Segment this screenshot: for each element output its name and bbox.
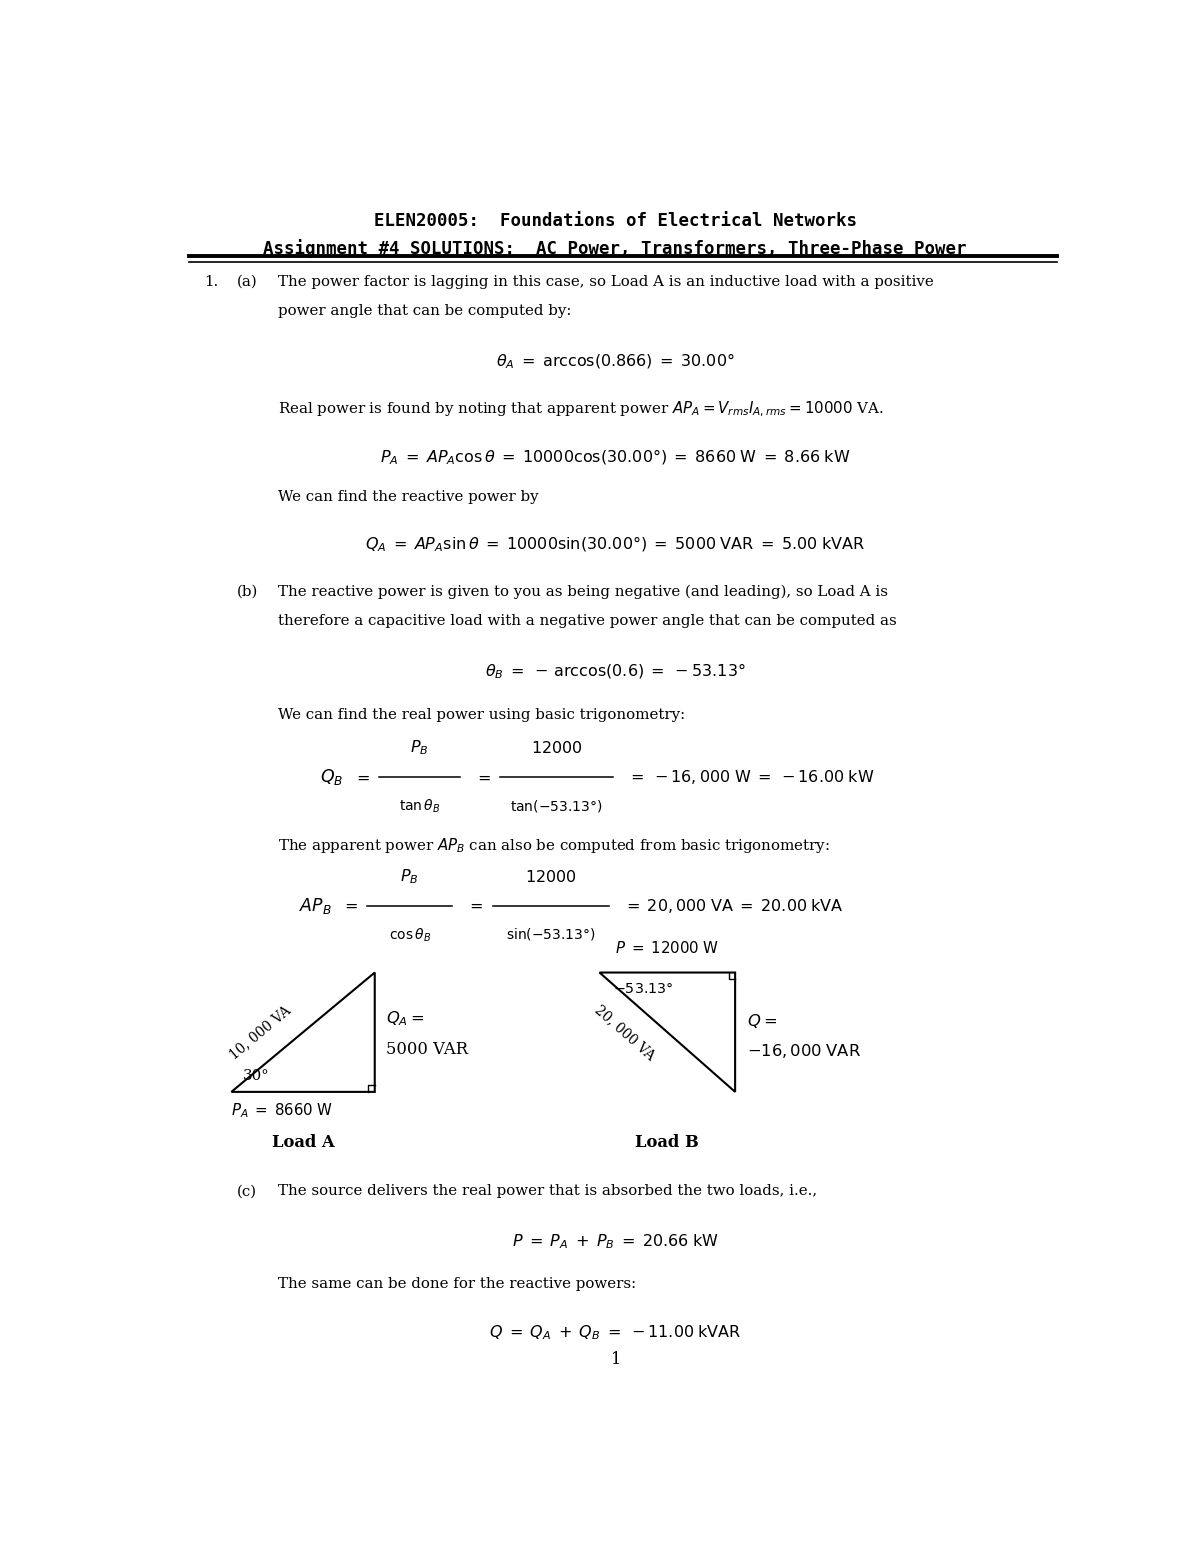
Text: $P_B$: $P_B$ (401, 867, 419, 885)
Text: $=$: $=$ (474, 769, 491, 786)
Text: We can find the real power using basic trigonometry:: We can find the real power using basic t… (278, 708, 685, 722)
Text: $=$: $=$ (353, 769, 370, 786)
Text: The source delivers the real power that is absorbed the two loads, i.e.,: The source delivers the real power that … (278, 1185, 817, 1199)
Text: The same can be done for the reactive powers:: The same can be done for the reactive po… (278, 1277, 636, 1291)
Text: $12000$: $12000$ (524, 868, 576, 885)
Text: $Q_A =$: $Q_A =$ (386, 1009, 425, 1028)
Text: power angle that can be computed by:: power angle that can be computed by: (278, 304, 571, 318)
Text: Real power is found by noting that apparent power $AP_A = V_{rms}I_{A,rms} = 100: Real power is found by noting that appar… (278, 399, 883, 419)
Text: $-53.13°$: $-53.13°$ (613, 981, 674, 995)
Text: $P\; =\; 12000\;\mathrm{W}$: $P\; =\; 12000\;\mathrm{W}$ (616, 940, 719, 955)
Text: $12000$: $12000$ (530, 739, 582, 756)
Text: The reactive power is given to you as being negative (and leading), so Load A is: The reactive power is given to you as be… (278, 584, 888, 599)
Text: 1: 1 (610, 1351, 620, 1368)
Text: therefore a capacitive load with a negative power angle that can be computed as: therefore a capacitive load with a negat… (278, 613, 896, 627)
Text: $P_B$: $P_B$ (410, 738, 428, 756)
Text: $=$: $=$ (466, 898, 484, 915)
Text: $\theta_A \;=\; \mathrm{arccos}(0.866) \;=\; 30.00°$: $\theta_A \;=\; \mathrm{arccos}(0.866) \… (496, 353, 734, 371)
Text: $P_A \;=\; AP_A \cos\theta \;=\; 10000\cos(30.00°) \;=\; 8660\;\mathrm{W} \;=\; : $P_A \;=\; AP_A \cos\theta \;=\; 10000\c… (379, 447, 851, 467)
Text: $\tan(-53.13°)$: $\tan(-53.13°)$ (510, 798, 602, 814)
Text: The apparent power $AP_B$ can also be computed from basic trigonometry:: The apparent power $AP_B$ can also be co… (278, 836, 829, 856)
Text: $\theta_B \;=\; -\,\mathrm{arccos}(0.6) \;=\; -53.13°$: $\theta_B \;=\; -\,\mathrm{arccos}(0.6) … (485, 662, 745, 680)
Text: 1.: 1. (204, 275, 218, 289)
Text: Load B: Load B (636, 1134, 700, 1151)
Text: $=\; 20,000\;\mathrm{VA} \;=\; 20.00\;\mathrm{kVA}$: $=\; 20,000\;\mathrm{VA} \;=\; 20.00\;\m… (623, 896, 844, 915)
Text: 20, 000 VA: 20, 000 VA (592, 1002, 658, 1062)
Text: Load A: Load A (271, 1134, 335, 1151)
Text: 30°: 30° (242, 1068, 270, 1082)
Text: 10, 000 VA: 10, 000 VA (227, 1003, 294, 1062)
Text: (b): (b) (236, 584, 258, 598)
Text: The power factor is lagging in this case, so Load A is an inductive load with a : The power factor is lagging in this case… (278, 275, 934, 289)
Text: $Q_B$: $Q_B$ (320, 767, 343, 787)
Text: $P \;=\; P_A \;+\; P_B \;=\; 20.66\;\mathrm{kW}$: $P \;=\; P_A \;+\; P_B \;=\; 20.66\;\mat… (511, 1232, 719, 1250)
Text: $Q \;=\; Q_A \;+\; Q_B \;=\; -11.00\;\mathrm{kVAR}$: $Q \;=\; Q_A \;+\; Q_B \;=\; -11.00\;\ma… (488, 1323, 742, 1342)
Text: (a): (a) (236, 275, 258, 289)
Text: 5000 VAR: 5000 VAR (386, 1041, 468, 1058)
Text: ELEN20005:  Foundations of Electrical Networks: ELEN20005: Foundations of Electrical Net… (373, 211, 857, 230)
Text: $-16,000\;\mathrm{VAR}$: $-16,000\;\mathrm{VAR}$ (746, 1042, 860, 1061)
Text: $AP_B$: $AP_B$ (299, 896, 332, 916)
Text: $P_A \;=\; 8660\;\mathrm{W}$: $P_A \;=\; 8660\;\mathrm{W}$ (232, 1101, 334, 1120)
Text: We can find the reactive power by: We can find the reactive power by (278, 489, 539, 503)
Text: $\sin(-53.13°)$: $\sin(-53.13°)$ (505, 926, 595, 943)
Text: $Q =$: $Q =$ (746, 1011, 776, 1030)
Text: $=\; -16,000\;\mathrm{W} \;=\; -16.00\;\mathrm{kW}$: $=\; -16,000\;\mathrm{W} \;=\; -16.00\;\… (626, 767, 874, 786)
Text: (c): (c) (236, 1185, 257, 1199)
Text: Assignment #4 SOLUTIONS:  AC Power, Transformers, Three-Phase Power: Assignment #4 SOLUTIONS: AC Power, Trans… (263, 239, 967, 258)
Text: $Q_A \;=\; AP_A \sin\theta \;=\; 10000\sin(30.00°) \;=\; 5000\;\mathrm{VAR} \;=\: $Q_A \;=\; AP_A \sin\theta \;=\; 10000\s… (365, 534, 865, 554)
Text: $=$: $=$ (342, 898, 359, 915)
Text: $\cos\theta_B$: $\cos\theta_B$ (389, 926, 431, 944)
Text: $\tan\theta_B$: $\tan\theta_B$ (398, 798, 440, 815)
